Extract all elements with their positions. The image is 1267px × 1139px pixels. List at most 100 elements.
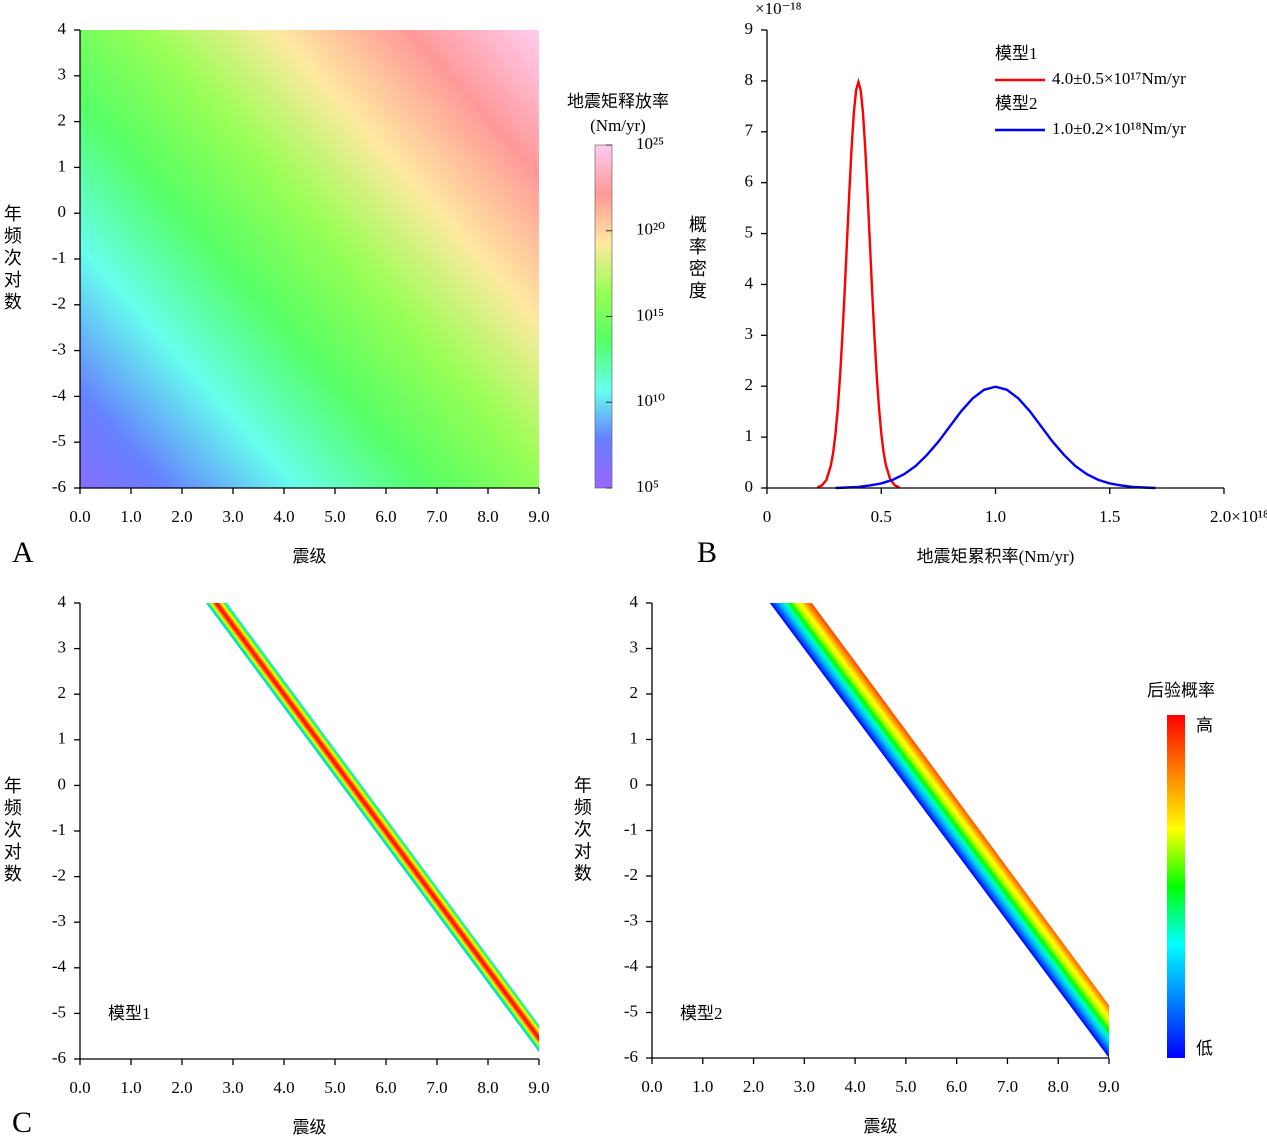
- legend-label: 模型2: [995, 94, 1038, 113]
- y-tick-label: -3: [624, 910, 638, 929]
- colorbar-tick-label: 10²⁵: [636, 134, 664, 153]
- x-tick-label: 2.0: [171, 1078, 192, 1097]
- x-tick-label: 7.0: [997, 1077, 1018, 1096]
- y-tick-label: 0: [745, 477, 754, 496]
- y-tick-label: 4: [58, 19, 67, 38]
- x-tick-label: 3.0: [222, 1078, 243, 1097]
- x-tick-label: 6.0: [375, 507, 396, 526]
- x-tick-label: 3.0: [222, 507, 243, 526]
- y-tick-label: -5: [52, 1002, 66, 1021]
- y-axis-label: 年频次对数: [2, 204, 22, 314]
- y-tick-label: 0: [58, 202, 67, 221]
- y-tick-label: -1: [52, 248, 66, 267]
- x-tick-label: 1.0: [120, 1078, 141, 1097]
- panel-label: C: [12, 1106, 32, 1139]
- colorbar-title: 地震矩释放率: [567, 92, 669, 111]
- y-tick-label: 4: [58, 592, 67, 611]
- y-tick-label: -1: [624, 819, 638, 838]
- x-tick-label: 3.0: [794, 1077, 815, 1096]
- legend-description: 1.0±0.2×10¹⁸Nm/yr: [1052, 119, 1186, 138]
- line: [816, 77, 901, 489]
- x-axis-label: 地震矩累积率(Nm/yr): [917, 547, 1075, 566]
- x-tick-label: 2.0: [171, 507, 192, 526]
- x-tick-label: 5.0: [324, 507, 345, 526]
- y-tick-label: 3: [630, 637, 639, 656]
- x-tick-label: 9.0: [528, 507, 549, 526]
- x-axis-label: 震级: [293, 1118, 327, 1137]
- y-tick-label: -2: [624, 865, 638, 884]
- y-tick-label: 3: [58, 65, 67, 84]
- y-axis-label: 年频次对数: [572, 775, 592, 885]
- y-tick-label: -6: [624, 1047, 638, 1066]
- colorbar-tick-label: 10²⁰: [636, 220, 665, 239]
- colorbar-title: (Nm/yr): [590, 116, 646, 135]
- y-tick-label: 1: [745, 426, 754, 445]
- y-tick-label: -3: [52, 340, 66, 359]
- y-tick-label: 6: [745, 172, 754, 191]
- y-tick-label: -5: [52, 431, 66, 450]
- x-tick-label: 8.0: [477, 1078, 498, 1097]
- x-tick-label: 7.0: [426, 1078, 447, 1097]
- x-tick-label: 6.0: [375, 1078, 396, 1097]
- x-tick-label: 9.0: [1098, 1077, 1119, 1096]
- y-tick-label: -2: [52, 866, 66, 885]
- colorbar-tick-label: 10¹⁵: [636, 305, 664, 324]
- colorbar-high: 高: [1196, 716, 1213, 735]
- y-tick-label: -4: [52, 385, 67, 404]
- y-tick-label: 4: [630, 592, 639, 611]
- colorbar-tick-label: 10¹⁰: [636, 391, 665, 410]
- y-tick-label: 8: [745, 70, 754, 89]
- colorbar-title: 后验概率: [1147, 681, 1215, 700]
- y-tick-label: -4: [624, 956, 639, 975]
- y-tick-label: 0: [630, 774, 639, 793]
- y-axis-label: 年频次对数: [2, 776, 22, 886]
- y-tick-label: -6: [52, 477, 66, 496]
- x-tick-label: 5.0: [324, 1078, 345, 1097]
- y-tick-label: 0: [58, 774, 67, 793]
- panel-label: B: [697, 536, 717, 569]
- panel-label: A: [12, 536, 34, 569]
- y-tick-label: -2: [52, 294, 66, 313]
- y-tick-label: 1: [58, 729, 67, 748]
- x-tick-label: 0.0: [69, 1078, 90, 1097]
- y-tick-label: 3: [745, 324, 754, 343]
- y-tick-label: 2: [630, 683, 639, 702]
- posterior-band: [205, 603, 539, 1053]
- x-tick-label: 1.0: [692, 1077, 713, 1096]
- y-tick-label: -3: [52, 911, 66, 930]
- y-axis-label: 概率密度: [687, 215, 707, 303]
- y-tick-label: -1: [52, 820, 66, 839]
- x-tick-label: 7.0: [426, 507, 447, 526]
- x-tick-label: 4.0: [273, 507, 294, 526]
- model-label: 模型2: [680, 1004, 723, 1023]
- model-label: 模型1: [108, 1004, 151, 1023]
- x-axis-label: 震级: [864, 1117, 898, 1136]
- line: [835, 385, 1156, 490]
- y-multiplier: ×10⁻¹⁸: [755, 0, 802, 18]
- y-tick-label: 5: [745, 222, 754, 241]
- y-tick-label: 9: [745, 19, 754, 38]
- x-tick-label: 8.0: [1048, 1077, 1069, 1096]
- x-tick-label: 2.0: [743, 1077, 764, 1096]
- x-tick-label: 0.5: [871, 507, 892, 526]
- y-tick-label: 2: [58, 111, 67, 130]
- y-tick-label: -4: [52, 957, 67, 976]
- x-tick-label: 1.0: [120, 507, 141, 526]
- y-tick-label: 2: [58, 683, 67, 702]
- x-tick-label: 4.0: [844, 1077, 865, 1096]
- y-tick-label: 7: [745, 121, 754, 140]
- x-tick-label: 1.5: [1099, 507, 1120, 526]
- x-tick-label: 5.0: [895, 1077, 916, 1096]
- x-tick-label: 8.0: [477, 507, 498, 526]
- legend-label: 模型1: [995, 44, 1038, 63]
- y-tick-label: 3: [58, 638, 67, 657]
- y-tick-label: 2: [745, 375, 754, 394]
- x-tick-label: 4.0: [273, 1078, 294, 1097]
- y-tick-label: 1: [58, 156, 67, 175]
- x-tick-label: 9.0: [528, 1078, 549, 1097]
- colorbar-low: 低: [1196, 1039, 1213, 1058]
- heatmap: [80, 30, 539, 488]
- y-tick-label: 1: [630, 728, 639, 747]
- x-tick-label: 0.0: [69, 507, 90, 526]
